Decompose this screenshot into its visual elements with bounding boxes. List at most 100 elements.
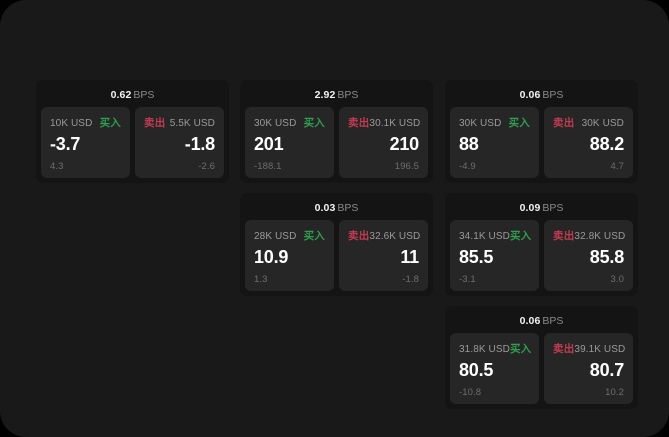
buy-price: 88 — [459, 134, 479, 154]
sell-size-label: 32.6K USD — [369, 231, 421, 242]
sell-delta: 10.2 — [605, 387, 624, 398]
sell-side-label: 卖出 — [553, 230, 575, 242]
bps-value: 0.06 — [519, 89, 541, 101]
sell-pane[interactable]: 卖出 32.8K USD 85.8 3.0 — [544, 220, 633, 291]
pane-top-row: 卖出 30K USD — [553, 115, 624, 129]
buy-pane[interactable]: 34.1K USD 买入 85.5 -3.1 — [450, 220, 539, 291]
sell-pane[interactable]: 卖出 30.1K USD 210 196.5 — [339, 107, 428, 178]
sell-pane[interactable]: 卖出 39.1K USD 80.7 10.2 — [544, 333, 633, 404]
sell-price: 11 — [400, 247, 419, 267]
sell-pane[interactable]: 卖出 30K USD 88.2 4.7 — [544, 107, 633, 178]
bps-value: 0.09 — [519, 202, 541, 214]
card-panes: 31.8K USD 买入 80.5 -10.8 卖出 39.1K USD 80.7 10.2 — [450, 333, 633, 404]
buy-price: 201 — [254, 134, 284, 154]
buy-price: -3.7 — [50, 134, 81, 154]
card-header: 0.06 BPS — [450, 85, 633, 102]
sell-size-label: 5.5K USD — [169, 118, 215, 129]
sell-side-label: 卖出 — [348, 117, 370, 129]
bps-unit-label: BPS — [542, 202, 564, 214]
buy-size-label: 30K USD — [254, 118, 297, 129]
sell-pane[interactable]: 卖出 32.6K USD 11 -1.8 — [339, 220, 428, 291]
buy-pane[interactable]: 31.8K USD 买入 80.5 -10.8 — [450, 333, 539, 404]
column-2: 2.92 BPS 30K USD 买入 201 -188.1 卖出 30.1K USD 210 1… — [240, 80, 433, 306]
buy-pane[interactable]: 10K USD 买入 -3.7 4.3 — [41, 107, 130, 178]
pane-top-row: 30K USD 买入 — [459, 115, 530, 129]
card-panes: 30K USD 买入 201 -188.1 卖出 30.1K USD 210 196.5 — [245, 107, 428, 178]
bps-unit-label: BPS — [133, 89, 155, 101]
sell-pane[interactable]: 卖出 5.5K USD -1.8 -2.6 — [135, 107, 224, 178]
pane-top-row: 卖出 32.8K USD — [553, 228, 626, 242]
buy-price: 80.5 — [459, 360, 494, 380]
pane-top-row: 卖出 39.1K USD — [553, 341, 626, 355]
spread-card-board: 0.62 BPS 10K USD 买入 -3.7 4.3 卖出 5.5K USD -1.8 -2.… — [36, 80, 638, 409]
bps-value: 0.62 — [110, 89, 132, 101]
buy-side-label: 买入 — [508, 117, 530, 129]
spread-card[interactable]: 0.06 BPS 31.8K USD 买入 80.5 -10.8 卖出 39.1K USD 80… — [445, 306, 638, 409]
pane-top-row: 卖出 5.5K USD — [144, 115, 215, 129]
pane-top-row: 30K USD 买入 — [254, 115, 325, 129]
sell-size-label: 39.1K USD — [574, 344, 626, 355]
buy-size-label: 31.8K USD — [459, 344, 510, 355]
sell-size-label: 30K USD — [581, 118, 624, 129]
buy-price: 85.5 — [459, 247, 494, 267]
sell-size-label: 32.8K USD — [574, 231, 626, 242]
buy-size-label: 34.1K USD — [459, 231, 510, 242]
bps-value: 2.92 — [314, 89, 336, 101]
spread-card[interactable]: 0.03 BPS 28K USD 买入 10.9 1.3 卖出 32.6K USD 11 -1.8 — [240, 193, 433, 296]
buy-side-label: 买入 — [303, 230, 325, 242]
sell-size-label: 30.1K USD — [369, 118, 421, 129]
buy-delta: -188.1 — [254, 161, 282, 172]
buy-delta: -4.9 — [459, 161, 476, 172]
pane-top-row: 卖出 30.1K USD — [348, 115, 421, 129]
bps-unit-label: BPS — [337, 89, 359, 101]
buy-price: 10.9 — [254, 247, 289, 267]
buy-side-label: 买入 — [509, 343, 532, 355]
card-header: 0.09 BPS — [450, 198, 633, 215]
buy-pane[interactable]: 30K USD 买入 201 -188.1 — [245, 107, 334, 178]
bps-unit-label: BPS — [337, 202, 359, 214]
sell-delta: -1.8 — [402, 274, 419, 285]
column-3: 0.06 BPS 30K USD 买入 88 -4.9 卖出 30K USD 88.2 4.7 0.… — [445, 80, 638, 419]
spread-card[interactable]: 0.09 BPS 34.1K USD 买入 85.5 -3.1 卖出 32.8K USD 85.… — [445, 193, 638, 296]
buy-side-label: 买入 — [303, 117, 325, 129]
card-header: 0.62 BPS — [41, 85, 224, 102]
buy-size-label: 30K USD — [459, 118, 502, 129]
spread-card[interactable]: 2.92 BPS 30K USD 买入 201 -188.1 卖出 30.1K USD 210 1… — [240, 80, 433, 183]
pane-top-row: 卖出 32.6K USD — [348, 228, 421, 242]
pane-top-row: 28K USD 买入 — [254, 228, 325, 242]
buy-pane[interactable]: 30K USD 买入 88 -4.9 — [450, 107, 539, 178]
buy-size-label: 28K USD — [254, 231, 297, 242]
card-header: 0.03 BPS — [245, 198, 428, 215]
buy-size-label: 10K USD — [50, 118, 93, 129]
sell-delta: 3.0 — [610, 274, 624, 285]
card-panes: 10K USD 买入 -3.7 4.3 卖出 5.5K USD -1.8 -2.6 — [41, 107, 224, 178]
pane-top-row: 34.1K USD 买入 — [459, 228, 532, 242]
card-panes: 30K USD 买入 88 -4.9 卖出 30K USD 88.2 4.7 — [450, 107, 633, 178]
spread-card[interactable]: 0.62 BPS 10K USD 买入 -3.7 4.3 卖出 5.5K USD -1.8 -2.… — [36, 80, 229, 183]
sell-price: 210 — [389, 134, 420, 154]
spread-card[interactable]: 0.06 BPS 30K USD 买入 88 -4.9 卖出 30K USD 88.2 4.7 — [445, 80, 638, 183]
card-panes: 34.1K USD 买入 85.5 -3.1 卖出 32.8K USD 85.8 3.0 — [450, 220, 633, 291]
sell-price: -1.8 — [184, 134, 215, 154]
pane-top-row: 31.8K USD 买入 — [459, 341, 532, 355]
bps-unit-label: BPS — [542, 315, 564, 327]
sell-delta: 196.5 — [394, 161, 419, 172]
pane-top-row: 10K USD 买入 — [50, 115, 121, 129]
bps-unit-label: BPS — [542, 89, 564, 101]
card-panes: 28K USD 买入 10.9 1.3 卖出 32.6K USD 11 -1.8 — [245, 220, 428, 291]
bps-value: 0.06 — [519, 315, 541, 327]
sell-side-label: 卖出 — [553, 343, 575, 355]
sell-side-label: 卖出 — [144, 117, 166, 129]
buy-side-label: 买入 — [99, 117, 121, 129]
sell-price: 85.8 — [589, 247, 624, 267]
buy-side-label: 买入 — [509, 230, 532, 242]
sell-delta: 4.7 — [610, 161, 624, 172]
sell-price: 80.7 — [589, 360, 624, 380]
column-1: 0.62 BPS 10K USD 买入 -3.7 4.3 卖出 5.5K USD -1.8 -2.… — [36, 80, 229, 193]
buy-pane[interactable]: 28K USD 买入 10.9 1.3 — [245, 220, 334, 291]
buy-delta: 1.3 — [254, 274, 268, 285]
sell-price: 88.2 — [589, 134, 624, 154]
card-header: 2.92 BPS — [245, 85, 428, 102]
sell-side-label: 卖出 — [553, 117, 575, 129]
